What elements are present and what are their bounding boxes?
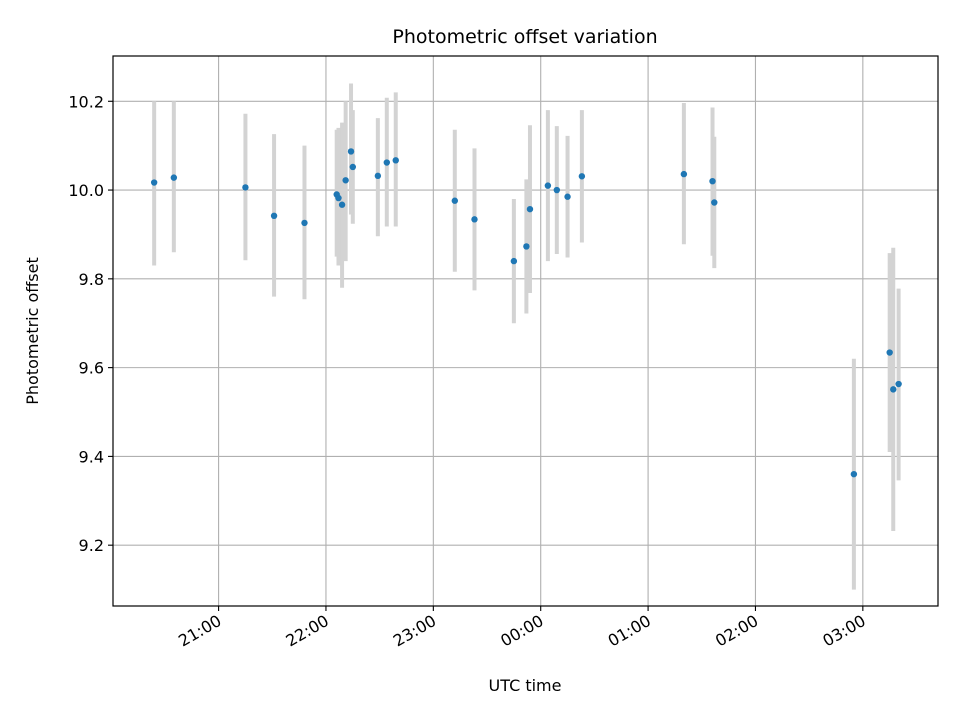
data-point <box>544 182 552 189</box>
data-point <box>711 199 718 206</box>
data-point <box>709 177 716 185</box>
data-point <box>564 193 571 200</box>
data-point <box>349 163 357 171</box>
y-tick-label: 10.2 <box>68 92 104 111</box>
data-points <box>150 148 902 478</box>
data-point <box>301 219 308 227</box>
data-point <box>471 216 478 223</box>
data-point <box>850 470 858 478</box>
chart-title: Photometric offset variation <box>392 26 657 48</box>
data-point <box>553 186 561 194</box>
data-point <box>242 184 249 191</box>
y-axis-label: Photometric offset <box>23 257 42 405</box>
data-point <box>342 177 349 184</box>
data-point <box>374 172 382 180</box>
data-point <box>170 174 178 181</box>
data-point <box>451 197 459 204</box>
data-point <box>510 257 518 265</box>
y-tick-label: 9.8 <box>79 270 104 289</box>
data-point <box>895 380 902 388</box>
data-point <box>526 205 534 213</box>
data-point <box>578 173 586 180</box>
y-tick-label: 9.4 <box>79 447 104 466</box>
grid <box>113 56 938 606</box>
x-axis-label: UTC time <box>489 676 562 695</box>
data-point <box>347 148 355 155</box>
y-tick-label: 10.0 <box>68 181 104 200</box>
y-tick-label: 9.2 <box>79 536 104 555</box>
data-point <box>335 194 342 202</box>
plot-frame <box>112 55 939 607</box>
data-point <box>886 349 893 356</box>
data-point <box>270 212 278 220</box>
data-point <box>383 159 391 166</box>
y-tick-label: 9.6 <box>79 359 104 378</box>
data-point <box>392 157 399 164</box>
y-axis-ticks: 9.2 9.4 9.6 9.8 10.0 10.2 <box>68 92 113 555</box>
data-point <box>523 243 530 250</box>
data-point <box>890 386 897 393</box>
data-point <box>680 170 688 178</box>
data-point <box>338 201 346 208</box>
data-point <box>150 179 158 186</box>
